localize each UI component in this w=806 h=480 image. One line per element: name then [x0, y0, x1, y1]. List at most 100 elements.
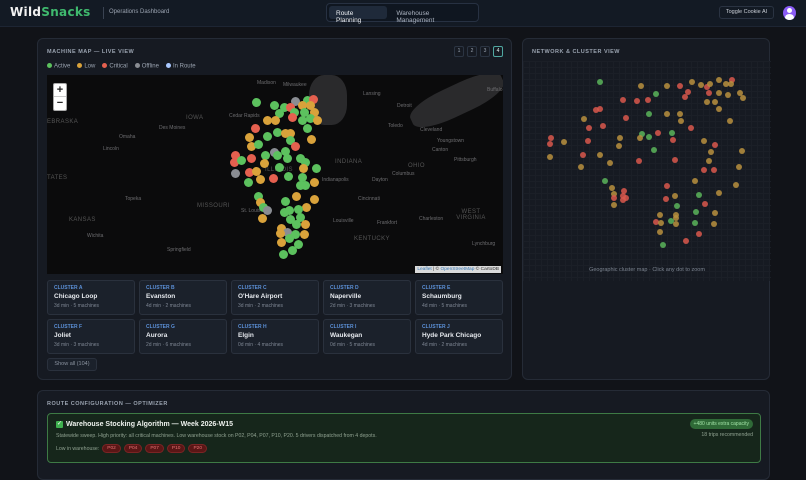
machine-marker[interactable]: [298, 163, 308, 173]
cluster-dot[interactable]: [634, 98, 641, 104]
zoom-in-button[interactable]: +: [54, 84, 66, 97]
cluster-dot[interactable]: [674, 202, 681, 209]
machine-marker[interactable]: [300, 157, 310, 167]
machine-marker[interactable]: [299, 229, 309, 239]
cluster-dot[interactable]: [707, 148, 714, 155]
cluster-dot[interactable]: [560, 139, 567, 146]
cluster-dot[interactable]: [725, 92, 731, 99]
cluster-dot[interactable]: [611, 202, 617, 208]
cluster-dot[interactable]: [704, 84, 711, 90]
machine-marker[interactable]: [270, 115, 280, 125]
machine-marker[interactable]: [284, 233, 294, 243]
page-1-button[interactable]: 1: [454, 46, 464, 57]
cluster-dot[interactable]: [677, 111, 684, 118]
cluster-dot[interactable]: [620, 196, 626, 203]
cluster-card[interactable]: CLUSTER J Hyde Park Chicago 4d min · 2 mac…: [415, 319, 503, 354]
machine-marker[interactable]: [236, 155, 246, 165]
machine-marker[interactable]: [280, 128, 290, 138]
machine-marker[interactable]: [282, 153, 292, 163]
machine-marker[interactable]: [269, 100, 279, 110]
cluster-dot[interactable]: [716, 106, 722, 112]
toggle-cookie-ai-button[interactable]: Toggle Cookie AI: [719, 6, 774, 19]
machine-marker[interactable]: [291, 219, 301, 229]
cluster-dot[interactable]: [682, 94, 689, 100]
machine-marker[interactable]: [272, 127, 282, 137]
machine-marker[interactable]: [255, 174, 265, 184]
cluster-dot[interactable]: [610, 191, 617, 198]
machine-marker[interactable]: [287, 112, 297, 122]
cluster-dot[interactable]: [584, 138, 591, 144]
cluster-dot[interactable]: [685, 88, 691, 95]
cluster-dot[interactable]: [733, 182, 740, 188]
cluster-dot[interactable]: [727, 118, 734, 125]
cluster-card[interactable]: CLUSTER G Aurora 2d min · 6 machines: [139, 319, 227, 354]
cluster-dot[interactable]: [696, 231, 702, 238]
cluster-dot[interactable]: [692, 220, 699, 227]
machine-marker[interactable]: [243, 177, 253, 187]
cluster-dot[interactable]: [723, 80, 730, 87]
cluster-dot[interactable]: [639, 130, 646, 137]
cluster-dot[interactable]: [615, 143, 622, 149]
cluster-dot[interactable]: [623, 194, 630, 201]
cluster-dot[interactable]: [546, 141, 553, 148]
cluster-dot[interactable]: [728, 80, 735, 87]
machine-marker[interactable]: [305, 100, 315, 110]
machine-marker[interactable]: [278, 249, 288, 259]
cluster-dot[interactable]: [705, 158, 712, 164]
machine-marker[interactable]: [302, 95, 312, 105]
cluster-dot[interactable]: [657, 212, 664, 218]
algorithm-card[interactable]: ✓ Warehouse Stocking Algorithm — Week 20…: [47, 413, 761, 463]
machine-marker[interactable]: [283, 171, 293, 181]
machine-marker[interactable]: [253, 191, 263, 201]
cluster-dot[interactable]: [735, 163, 742, 170]
cluster-dot[interactable]: [739, 148, 745, 154]
machine-marker[interactable]: [285, 128, 295, 138]
machine-marker[interactable]: [285, 102, 295, 112]
machine-marker[interactable]: [285, 135, 295, 145]
page-2-button[interactable]: 2: [467, 46, 477, 57]
cluster-dot[interactable]: [677, 118, 684, 124]
machine-marker[interactable]: [230, 168, 240, 178]
osm-link[interactable]: OpenStreetMap: [440, 267, 475, 272]
cluster-dot[interactable]: [652, 91, 659, 97]
leaflet-link[interactable]: Leaflet: [417, 267, 432, 272]
machine-marker[interactable]: [295, 212, 305, 222]
machine-marker[interactable]: [257, 213, 267, 223]
cluster-card[interactable]: CLUSTER D Naperville 2d min · 3 machines: [323, 280, 411, 315]
cluster-dot[interactable]: [688, 125, 695, 132]
cluster-dot[interactable]: [689, 79, 696, 85]
machine-marker[interactable]: [306, 134, 316, 144]
cluster-dot[interactable]: [607, 160, 613, 166]
cluster-dot[interactable]: [646, 110, 652, 117]
machine-marker[interactable]: [262, 115, 272, 125]
machine-marker[interactable]: [279, 102, 289, 112]
machine-marker[interactable]: [262, 131, 272, 141]
machine-map[interactable]: EBRASKA IOWA TATES KANSAS MISSOURI ILLIN…: [47, 75, 503, 274]
machine-marker[interactable]: [309, 177, 319, 187]
cluster-dot[interactable]: [602, 178, 608, 185]
cluster-dot[interactable]: [716, 90, 722, 97]
cluster-dot[interactable]: [740, 95, 746, 102]
cluster-card[interactable]: CLUSTER H Elgin 0d min · 4 machines: [231, 319, 319, 354]
cluster-dot[interactable]: [710, 221, 717, 227]
cluster-dot[interactable]: [637, 82, 644, 89]
machine-marker[interactable]: [293, 239, 303, 249]
cluster-card[interactable]: CLUSTER C O'Hare Airport 3d min · 2 machin…: [231, 280, 319, 315]
machine-marker[interactable]: [250, 123, 260, 133]
cluster-dot[interactable]: [671, 156, 678, 163]
cluster-dot[interactable]: [592, 106, 599, 113]
machine-marker[interactable]: [260, 150, 270, 160]
cluster-dot[interactable]: [577, 163, 584, 170]
cluster-dot[interactable]: [658, 220, 665, 227]
cluster-dot[interactable]: [664, 83, 671, 90]
machine-marker[interactable]: [301, 202, 311, 212]
cluster-dot[interactable]: [664, 111, 671, 118]
cluster-dot[interactable]: [651, 147, 657, 154]
machine-marker[interactable]: [290, 229, 300, 239]
machine-marker[interactable]: [251, 166, 261, 176]
machine-marker[interactable]: [309, 194, 319, 204]
tab-route-planning[interactable]: Route Planning: [329, 6, 388, 24]
cluster-dot[interactable]: [693, 209, 699, 216]
machine-marker[interactable]: [312, 115, 322, 125]
machine-marker[interactable]: [290, 141, 300, 151]
